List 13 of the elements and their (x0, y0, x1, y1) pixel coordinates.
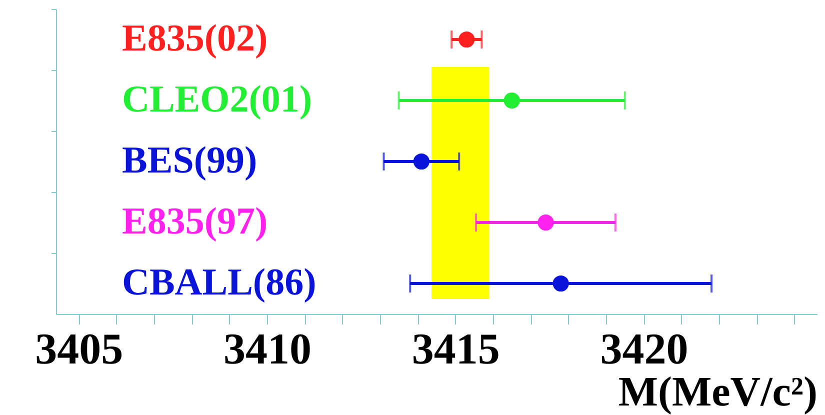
y-tick-label: E835(02) (122, 18, 268, 60)
x-tick-label: 3410 (223, 324, 312, 374)
y-tick-label: CBALL(86) (122, 262, 316, 304)
x-tick-label: 3415 (412, 324, 500, 374)
y-tick-label: BES(99) (122, 140, 258, 182)
y-tick-label: E835(97) (122, 200, 268, 242)
x-tick-label: 3405 (35, 324, 124, 374)
point (538, 214, 554, 231)
point (552, 275, 569, 292)
y-tick-label: CLEO2(01) (122, 78, 312, 120)
point (413, 153, 430, 170)
point (504, 92, 520, 109)
point (458, 31, 475, 48)
